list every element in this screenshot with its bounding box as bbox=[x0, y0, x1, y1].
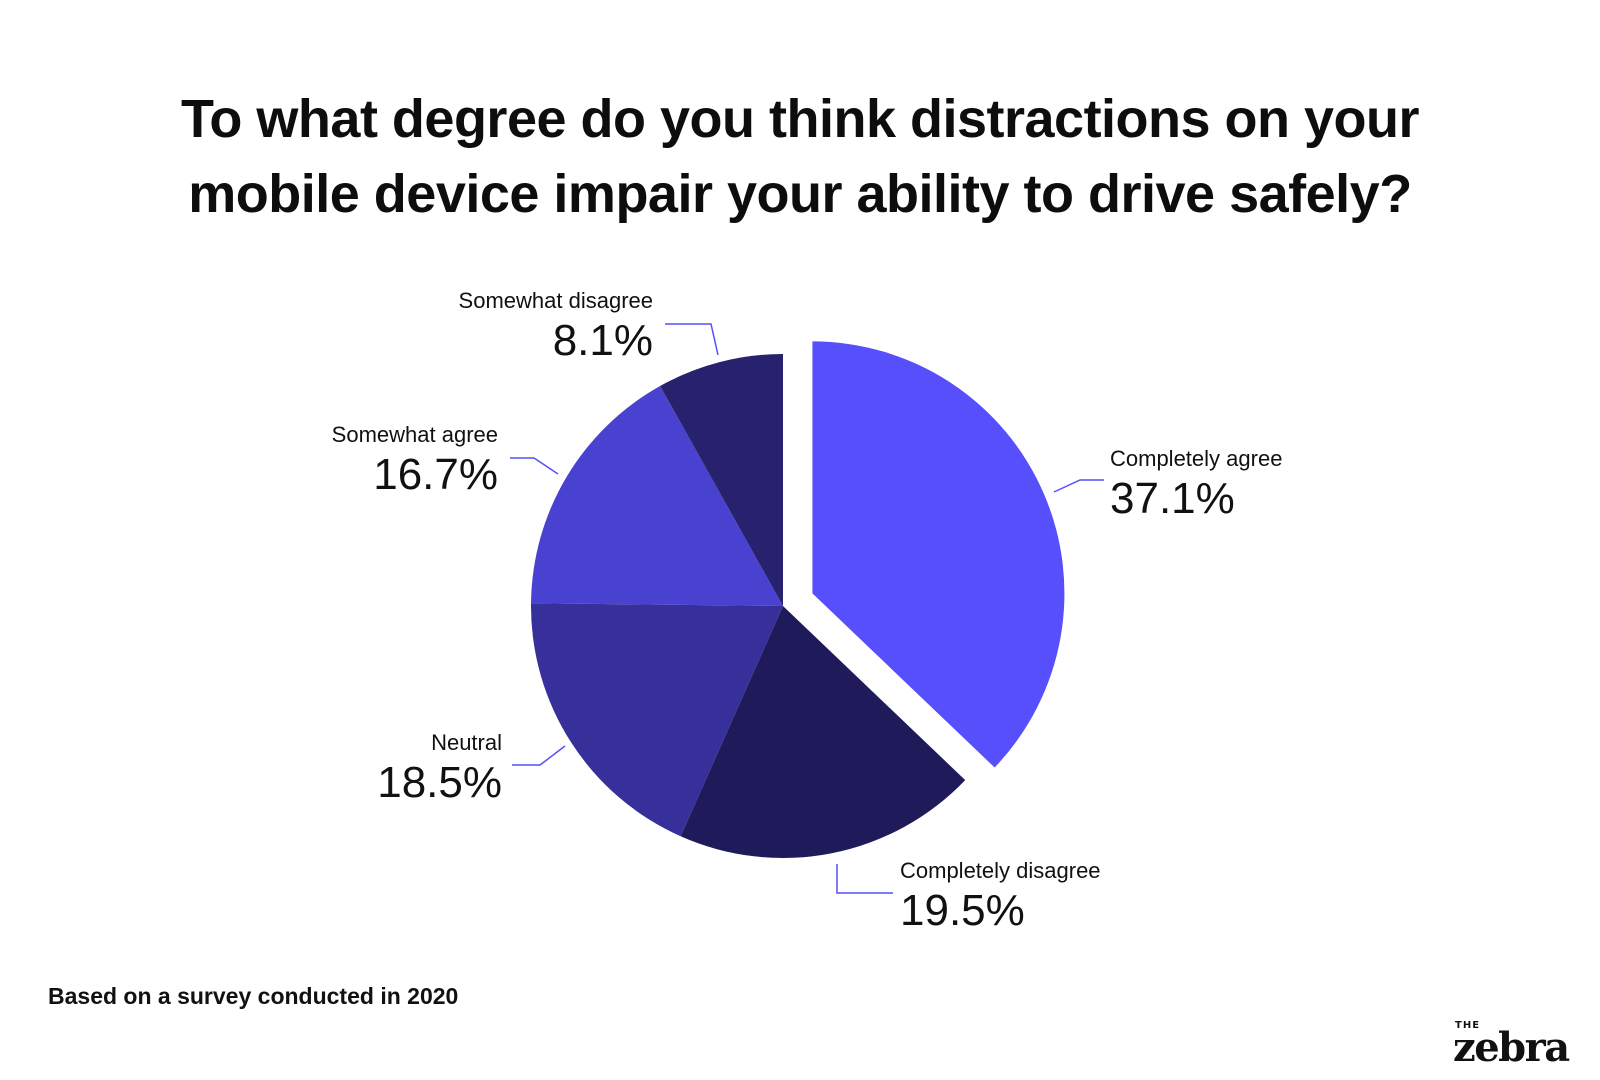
chart-title-line-1: To what degree do you think distractions… bbox=[180, 89, 1420, 149]
slice-value-somewhat-disagree: 8.1% bbox=[553, 316, 653, 365]
pie-slice-completely-agree bbox=[812, 341, 1065, 768]
leader-line-somewhat-agree bbox=[510, 457, 559, 475]
pie-slice-completely-disagree bbox=[680, 606, 966, 859]
pie-slice-somewhat-disagree bbox=[660, 354, 783, 606]
chart-title-line-2: mobile device impair your ability to dri… bbox=[188, 164, 1412, 224]
chart-title: To what degree do you think distractions… bbox=[0, 82, 1600, 232]
leader-line-completely-agree bbox=[1053, 479, 1104, 493]
slice-value-somewhat-agree: 16.7% bbox=[373, 450, 498, 499]
slice-label-completely-agree: Completely agree bbox=[1110, 446, 1282, 471]
logo-the-text: THE bbox=[1455, 1020, 1481, 1031]
pie-slice-neutral bbox=[530, 603, 783, 837]
slice-label-neutral: Neutral bbox=[431, 730, 502, 755]
slice-value-completely-disagree: 19.5% bbox=[900, 886, 1025, 935]
pie-slice-somewhat-agree bbox=[531, 386, 783, 606]
survey-footnote: Based on a survey conducted in 2020 bbox=[48, 983, 459, 1009]
slice-label-somewhat-agree: Somewhat agree bbox=[332, 422, 498, 447]
logo-wordmark: zebra bbox=[1453, 1024, 1570, 1071]
zebra-logo: THE zebra bbox=[1453, 1020, 1585, 1080]
slice-label-completely-disagree: Completely disagree bbox=[900, 858, 1101, 883]
leader-line-somewhat-disagree bbox=[665, 323, 719, 356]
slice-value-completely-agree: 37.1% bbox=[1110, 474, 1235, 523]
slice-label-somewhat-disagree: Somewhat disagree bbox=[459, 288, 653, 313]
leader-line-completely-disagree bbox=[836, 864, 893, 894]
leader-line-neutral bbox=[512, 745, 566, 766]
slice-value-neutral: 18.5% bbox=[377, 758, 502, 807]
